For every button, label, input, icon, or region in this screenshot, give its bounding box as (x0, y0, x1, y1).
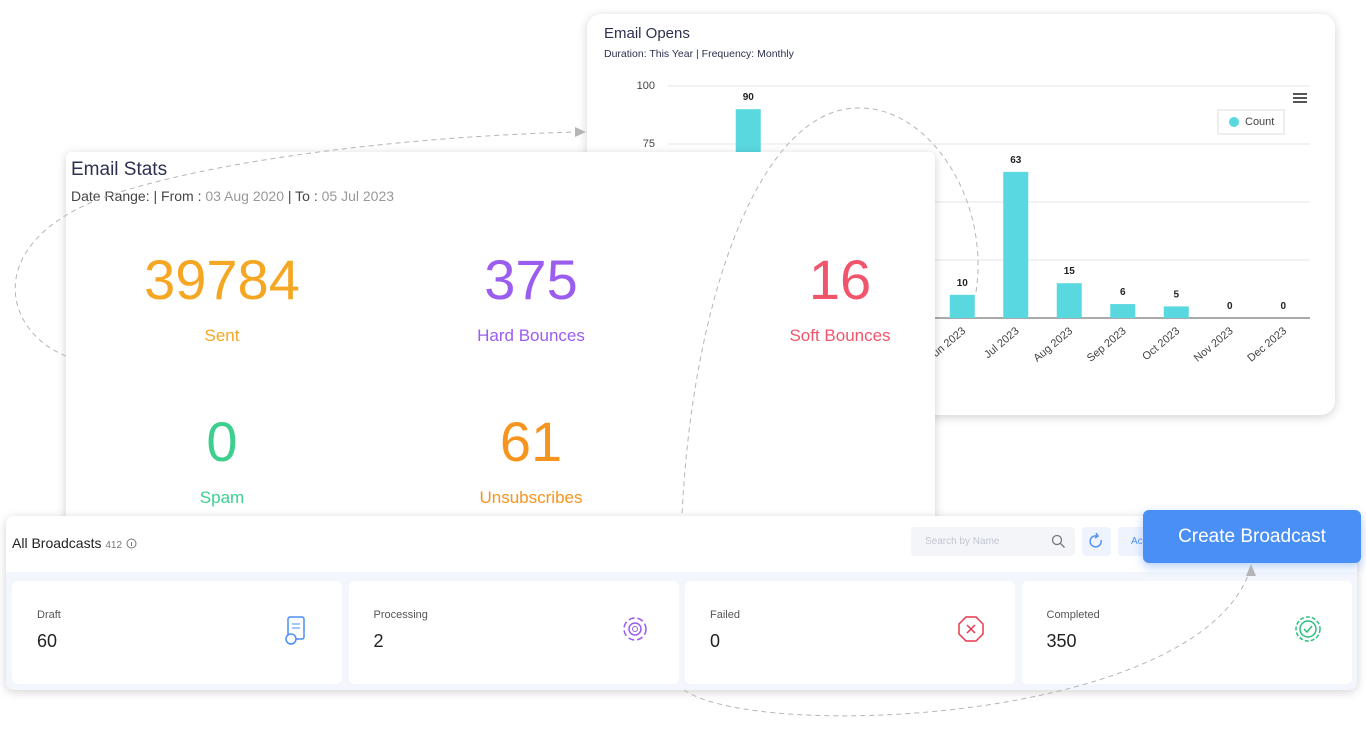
status-card: Completed 350 (1021, 581, 1352, 684)
value-label: 90 (743, 92, 755, 103)
y-tick-label: 100 (637, 80, 655, 92)
to-date: 05 Jul 2023 (321, 188, 395, 204)
stats-title: Email Stats (71, 159, 168, 180)
bar (949, 294, 975, 318)
status-card: Draft 60 (12, 581, 342, 684)
value-label: 6 (1120, 287, 1126, 298)
stat-label: Spam (199, 488, 245, 507)
bar (1003, 171, 1029, 318)
stat-label: Soft Bounces (789, 326, 891, 345)
broadcasts-count: 412 (105, 540, 123, 551)
status-label: Failed (710, 609, 740, 621)
stat-label: Hard Bounces (477, 326, 585, 345)
value-label: 15 (1064, 266, 1076, 277)
info-icon[interactable] (126, 538, 137, 549)
from-label: | From : (153, 188, 202, 204)
status-label: Completed (1046, 609, 1100, 621)
value-label: 5 (1173, 289, 1179, 300)
value-label: 10 (957, 278, 969, 289)
stat-value: 61 (499, 410, 563, 473)
y-tick-label: 75 (643, 138, 655, 150)
menu-icon[interactable] (1293, 93, 1307, 103)
to-label: | To : (287, 188, 318, 204)
value-label: 0 (1280, 301, 1286, 312)
search-placeholder: Search by Name (925, 536, 1000, 547)
broadcasts-title-row: All Broadcasts 412 (12, 535, 137, 551)
x-tick-label: Nov 2023 (1192, 325, 1236, 364)
from-date: 03 Aug 2020 (205, 188, 284, 204)
email-stats-card: Email Stats Date Range: | From : 03 Aug … (66, 152, 935, 532)
status-icon (285, 616, 305, 645)
value-label: 0 (1227, 301, 1233, 312)
status-card: Failed 0 (685, 581, 1015, 684)
stat-item: 39784 Sent (72, 247, 372, 346)
value-label: 63 (1010, 155, 1022, 166)
stat-value: 16 (808, 248, 872, 311)
create-broadcast-button[interactable]: Create Broadcast (1143, 510, 1361, 563)
stat-item: 61 Unsubscribes (381, 409, 681, 508)
search-box[interactable]: Search by Name (911, 527, 1075, 556)
x-tick-label: Aug 2023 (1031, 325, 1075, 364)
stat-item: 375 Hard Bounces (381, 247, 681, 346)
x-tick-label: Sep 2023 (1085, 325, 1129, 364)
legend-label: Count (1245, 116, 1274, 128)
x-tick-label: Dec 2023 (1245, 325, 1289, 364)
search-icon (1051, 534, 1065, 548)
stat-item: 0 Spam (72, 409, 372, 508)
date-range-label: Date Range: (71, 188, 150, 204)
status-value: 60 (37, 631, 58, 651)
status-label: Processing (373, 609, 428, 621)
status-icon (622, 617, 647, 641)
chart-title: Email Opens (604, 25, 690, 42)
status-value: 0 (710, 631, 721, 651)
bar (1163, 306, 1189, 318)
stat-value: 375 (484, 248, 578, 311)
stat-item: 16 Soft Bounces (690, 247, 935, 346)
status-card: Processing 2 (348, 581, 679, 684)
status-value: 2 (373, 631, 384, 651)
x-tick-label: Oct 2023 (1140, 325, 1182, 363)
bar (1056, 283, 1082, 318)
status-icon (1294, 616, 1321, 642)
stat-label: Sent (204, 326, 240, 345)
stat-label: Unsubscribes (479, 488, 583, 507)
status-label: Draft (37, 609, 61, 621)
stat-value: 0 (206, 410, 238, 473)
status-icon (958, 616, 984, 642)
chart-subtitle: Duration: This Year | Frequency: Monthly (604, 48, 795, 60)
status-value: 350 (1046, 631, 1077, 651)
bar (1110, 304, 1136, 318)
legend-swatch (1229, 117, 1239, 127)
date-range: Date Range: | From : 03 Aug 2020 | To : … (71, 188, 394, 204)
stat-value: 39784 (144, 248, 300, 311)
broadcasts-title: All Broadcasts (12, 535, 102, 551)
x-tick-label: Jul 2023 (982, 325, 1022, 361)
refresh-button[interactable] (1082, 527, 1111, 556)
